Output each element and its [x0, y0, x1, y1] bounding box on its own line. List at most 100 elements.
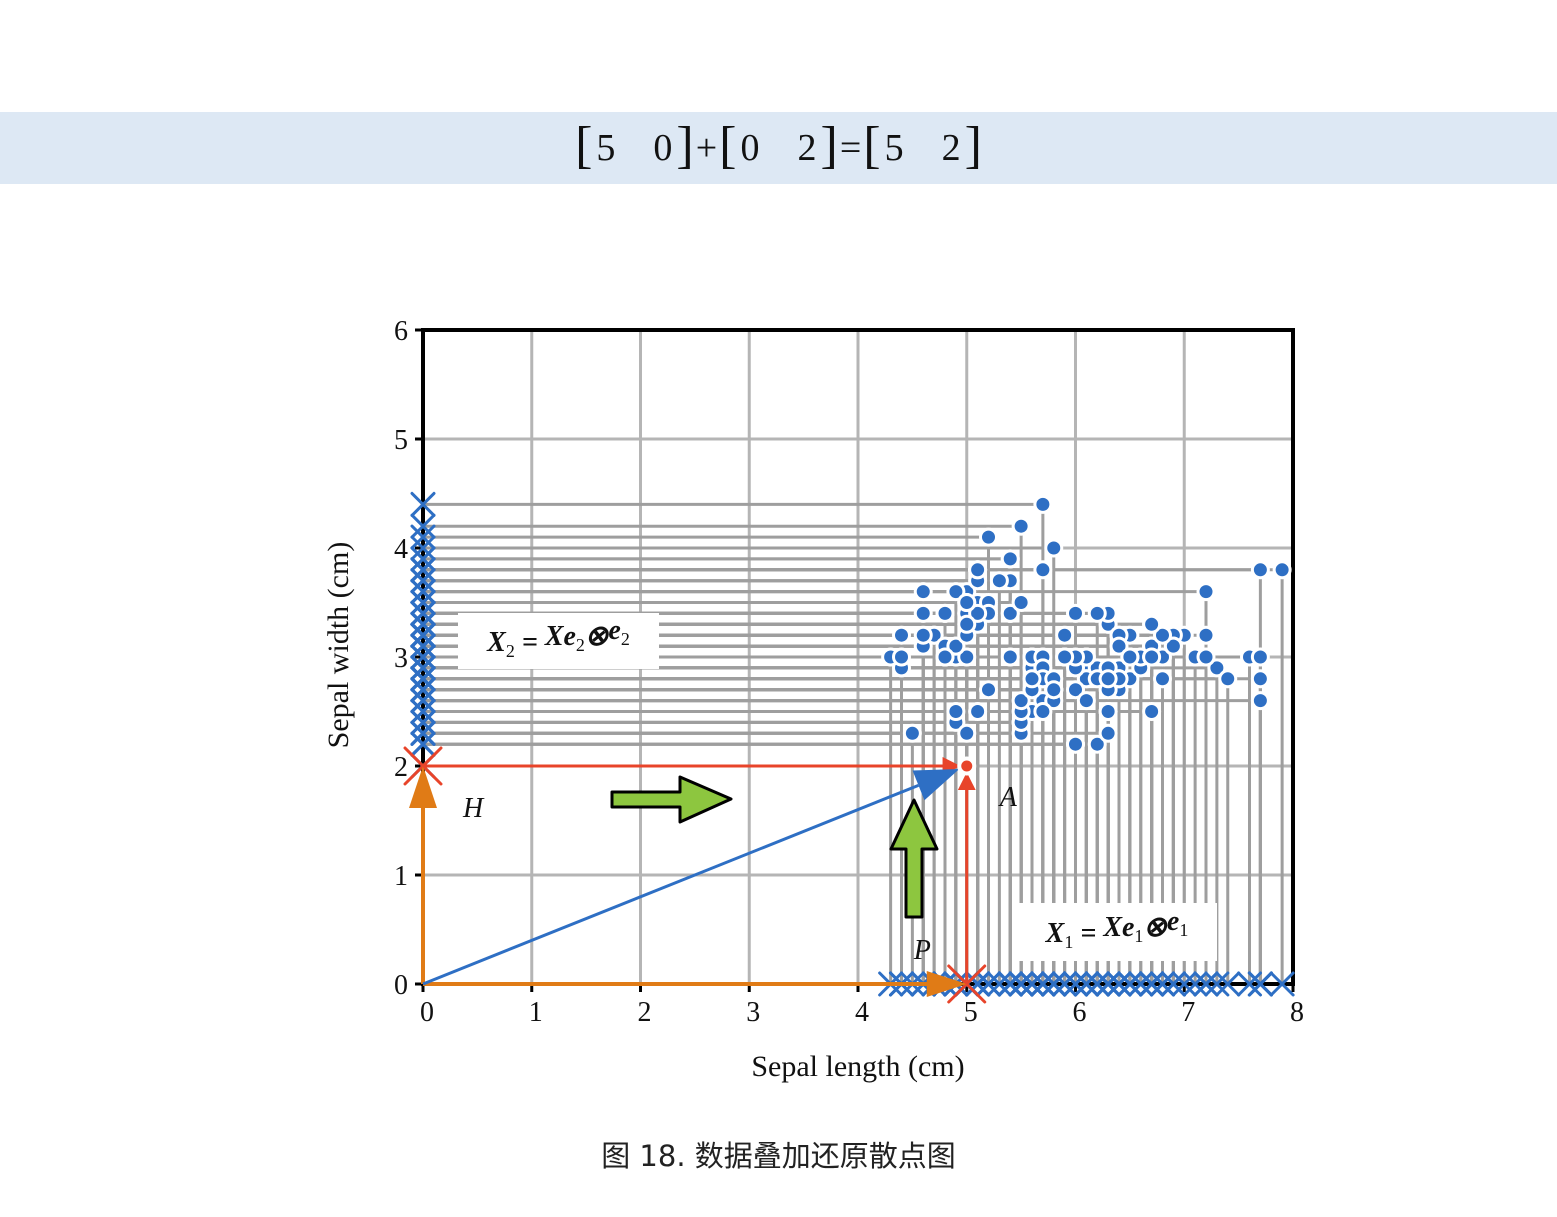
data-point	[957, 614, 977, 634]
x-axis-projection-marker	[1269, 971, 1295, 997]
right-bracket: ]	[820, 117, 838, 174]
left-bracket: [	[863, 117, 881, 174]
x-axis-projection-marker	[965, 971, 991, 997]
equation-value: 2	[797, 127, 817, 169]
y-axis-projection-marker	[410, 633, 436, 659]
y-axis-projection-marker	[410, 590, 436, 615]
data-point	[968, 702, 988, 721]
data-point	[1011, 593, 1031, 612]
green-arrow-right	[610, 775, 733, 824]
data-point	[1055, 647, 1075, 667]
subscript: 2	[621, 629, 630, 649]
equals-operator: =	[839, 127, 862, 169]
data-point	[1044, 680, 1064, 700]
x-tick-label: 6	[1073, 997, 1087, 1028]
x-tick-label: 4	[855, 997, 869, 1028]
label-h: H	[462, 793, 485, 824]
data-point	[1022, 669, 1042, 689]
data-point	[1218, 669, 1238, 689]
label-box-x2-bg	[458, 613, 659, 669]
label-box-x2: X2 = Xe2⊗e2	[486, 615, 630, 661]
formula-part: Xe	[544, 621, 576, 652]
y-tick-label: 4	[394, 534, 408, 565]
y-axis-projection-marker	[410, 677, 436, 703]
x-axis-projection-marker	[1182, 971, 1208, 997]
x-axis-projection-marker	[976, 971, 1001, 997]
data-point	[935, 647, 955, 667]
highlight-point-a	[958, 757, 976, 775]
equation-value: 0	[653, 127, 673, 169]
x-axis-projection-marker	[1019, 971, 1045, 997]
formula-part: e	[608, 615, 620, 646]
equation-vector-1: [ 5 0 ]	[575, 117, 694, 174]
y-tick-label: 5	[394, 425, 408, 456]
equation-value: 5	[884, 127, 904, 169]
data-point	[1207, 658, 1227, 678]
blue-arrowhead	[912, 768, 960, 801]
figure-caption: 图 18. 数据叠加还原散点图	[601, 1139, 956, 1173]
data-point	[913, 582, 933, 602]
x-axis-projection-marker	[1215, 971, 1241, 997]
x-axis-projection-marker	[1204, 971, 1230, 997]
data-point	[1098, 723, 1118, 743]
x-tick-label: 7	[1181, 997, 1195, 1028]
data-point	[979, 680, 998, 700]
x-axis-projection-marker	[1106, 971, 1132, 997]
label-a: A	[998, 782, 1018, 813]
orange-arrowhead-y	[409, 766, 437, 808]
left-bracket: [	[575, 117, 593, 174]
data-point	[1153, 669, 1172, 689]
x-axis-projection-marker	[1008, 971, 1034, 997]
formula-part: X	[1045, 918, 1066, 949]
y-tick-label: 2	[394, 752, 408, 783]
formula-part: =	[1073, 918, 1103, 949]
x-axis-projection-marker	[997, 971, 1023, 997]
y-axis-projection-marker	[410, 611, 436, 637]
equation-value: 0	[740, 127, 760, 169]
x-axis-projection-marker	[1095, 971, 1121, 997]
x-axis-projection-marker	[1128, 971, 1154, 997]
data-point	[892, 625, 911, 645]
y-axis-projection-marker	[410, 666, 436, 692]
data-point	[1066, 680, 1085, 700]
x-tick-label: 0	[420, 997, 434, 1028]
data-point	[1066, 734, 1085, 754]
data-point	[1250, 560, 1270, 580]
formula-part: Xe	[1102, 912, 1134, 943]
y-axis-projection-marker	[410, 731, 436, 757]
data-point	[1076, 691, 1096, 711]
data-point	[1153, 625, 1172, 645]
y-axis-projection-marker	[410, 699, 436, 724]
data-point	[902, 723, 922, 743]
data-point	[979, 527, 998, 547]
data-point	[1196, 625, 1216, 645]
y-axis-projection-marker	[410, 557, 436, 583]
blue-vector	[422, 783, 920, 986]
x-axis-projection-marker	[1237, 971, 1262, 997]
y-axis-projection-marker	[410, 513, 436, 539]
x-axis-projection-marker	[1063, 971, 1088, 997]
y-axis-title: Sepal width (cm)	[322, 542, 355, 749]
data-point	[1250, 669, 1270, 689]
x-axis-projection-marker	[1160, 971, 1186, 997]
data-point	[968, 603, 988, 623]
right-bracket: ]	[964, 117, 982, 174]
data-point	[1196, 582, 1216, 602]
data-point	[1109, 636, 1129, 656]
data-point	[1033, 702, 1053, 721]
data-point	[1250, 691, 1270, 711]
subscript: 1	[1134, 926, 1143, 946]
y-axis-projection-marker	[410, 546, 436, 572]
subscript: 2	[506, 641, 515, 661]
equation-vector-2: [ 0 2 ]	[719, 117, 838, 174]
y-axis-projection-marker	[410, 720, 436, 746]
x-axis-projection-marker	[1193, 971, 1219, 997]
data-point	[957, 723, 977, 743]
data-point	[1120, 647, 1140, 667]
y-tick-label: 1	[394, 861, 408, 892]
x-axis-projection-marker	[1052, 971, 1078, 997]
formula-part: e	[1167, 906, 1179, 937]
y-axis-projection-marker	[410, 579, 436, 605]
